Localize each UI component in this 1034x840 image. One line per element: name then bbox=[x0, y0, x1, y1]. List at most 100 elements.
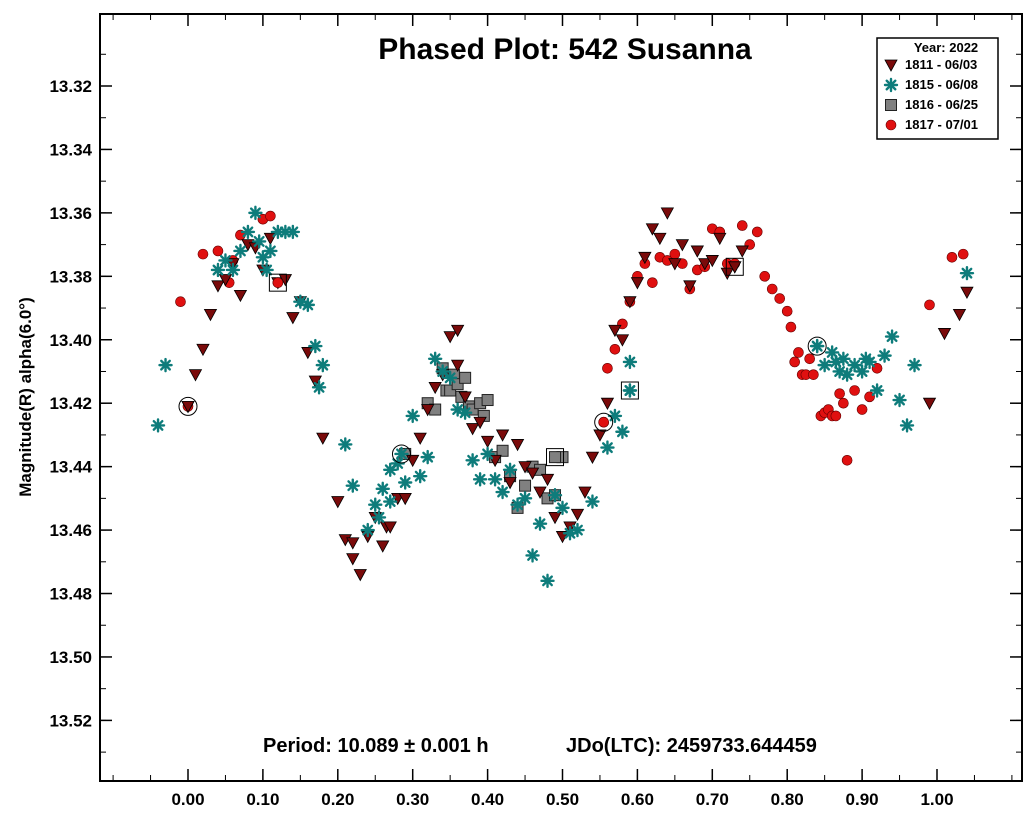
data-point bbox=[736, 220, 748, 231]
data-point bbox=[781, 305, 793, 317]
data-point bbox=[331, 496, 345, 509]
data-point bbox=[849, 385, 860, 396]
period-annotation: Period: 10.089 ± 0.001 h bbox=[263, 735, 489, 757]
data-point bbox=[420, 449, 435, 465]
x-tick-label: 0.40 bbox=[471, 790, 504, 809]
data-point bbox=[421, 404, 435, 417]
x-tick-label: 0.10 bbox=[246, 790, 279, 809]
x-tick-label: 0.20 bbox=[321, 790, 354, 809]
data-point bbox=[669, 248, 681, 260]
y-axis-ticks: 13.32 13.34 13.36 13.38 13.40 13.42 13.44 13.46… bbox=[49, 53, 1022, 753]
data-point bbox=[248, 205, 263, 221]
data-point bbox=[383, 521, 397, 534]
data-point bbox=[653, 232, 667, 246]
y-tick-label: 13.36 bbox=[49, 204, 92, 223]
data-point bbox=[353, 569, 367, 582]
data-point bbox=[705, 255, 719, 268]
data-point bbox=[465, 453, 480, 468]
data-point bbox=[240, 224, 256, 240]
data-point bbox=[203, 308, 218, 322]
data-point bbox=[270, 224, 286, 240]
data-point bbox=[218, 274, 233, 287]
data-point bbox=[808, 369, 819, 380]
data-point bbox=[413, 432, 427, 445]
data-point bbox=[316, 432, 330, 445]
highlighted-point bbox=[181, 400, 195, 414]
data-point bbox=[175, 296, 186, 307]
data-point bbox=[647, 277, 658, 288]
data-point bbox=[774, 293, 786, 304]
highlight-square bbox=[268, 273, 287, 292]
data-point bbox=[789, 356, 800, 368]
data-point bbox=[836, 351, 851, 366]
y-tick-label: 13.48 bbox=[49, 585, 92, 604]
data-point bbox=[622, 354, 638, 370]
data-point bbox=[957, 248, 969, 260]
data-point bbox=[615, 424, 630, 439]
y-tick-label: 13.42 bbox=[49, 394, 92, 413]
highlighted-point bbox=[809, 338, 825, 354]
highlighted-point bbox=[728, 261, 742, 274]
legend-box bbox=[876, 37, 999, 140]
data-point bbox=[907, 357, 922, 373]
data-point bbox=[924, 299, 935, 311]
legend-label: 1815 - 06/08 bbox=[905, 77, 978, 92]
data-point bbox=[265, 210, 276, 222]
legend-marker bbox=[885, 99, 897, 111]
data-point bbox=[600, 440, 615, 455]
data-point bbox=[841, 454, 853, 466]
data-point bbox=[834, 388, 845, 399]
data-point bbox=[457, 405, 473, 420]
data-point bbox=[766, 283, 778, 295]
data-point bbox=[922, 397, 937, 411]
data-point bbox=[376, 540, 390, 553]
data-point bbox=[383, 494, 398, 509]
data-point bbox=[300, 297, 316, 313]
data-point bbox=[210, 262, 226, 278]
data-point bbox=[817, 357, 832, 373]
highlighted-point bbox=[394, 446, 409, 462]
data-point bbox=[263, 243, 278, 259]
epoch-annotation: JDo(LTC): 2459733.644459 bbox=[566, 735, 817, 757]
data-point bbox=[585, 494, 600, 509]
x-tick-label: 0.60 bbox=[621, 790, 654, 809]
data-point bbox=[443, 331, 457, 344]
data-point bbox=[481, 394, 494, 407]
data-point bbox=[869, 383, 885, 398]
highlight-circle bbox=[391, 444, 411, 464]
data-point bbox=[547, 487, 563, 503]
data-point bbox=[338, 437, 353, 452]
data-point bbox=[660, 207, 675, 220]
highlight-circle bbox=[807, 336, 827, 356]
data-point bbox=[517, 491, 533, 506]
x-tick-label: 0.70 bbox=[696, 790, 729, 809]
data-point bbox=[286, 312, 300, 325]
data-point bbox=[405, 408, 420, 424]
highlighted-point bbox=[272, 277, 284, 288]
y-tick-label: 13.50 bbox=[49, 648, 92, 667]
data-point bbox=[751, 226, 763, 238]
y-axis-title: Magnitude(R) alpha(6.0°) bbox=[16, 297, 35, 496]
x-tick-label: 0.50 bbox=[546, 790, 579, 809]
data-point bbox=[495, 429, 510, 442]
x-tick-label: 0.90 bbox=[846, 790, 879, 809]
data-point bbox=[937, 328, 952, 341]
highlight-circle bbox=[178, 396, 198, 416]
data-point bbox=[398, 475, 413, 490]
data-point bbox=[609, 343, 621, 355]
data-point bbox=[473, 416, 487, 430]
data-point bbox=[459, 371, 472, 384]
legend-title: Year: 2022 bbox=[914, 40, 978, 55]
data-point bbox=[487, 472, 503, 487]
data-point bbox=[368, 497, 383, 512]
data-point bbox=[839, 367, 855, 382]
x-tick-label: 0.30 bbox=[396, 790, 429, 809]
data-point bbox=[540, 573, 555, 589]
data-point bbox=[570, 522, 585, 538]
data-point bbox=[311, 380, 327, 395]
data-point bbox=[793, 347, 804, 358]
legend-marker bbox=[884, 59, 898, 72]
data-point bbox=[360, 522, 375, 538]
legend-label: 1811 - 06/03 bbox=[905, 57, 977, 72]
